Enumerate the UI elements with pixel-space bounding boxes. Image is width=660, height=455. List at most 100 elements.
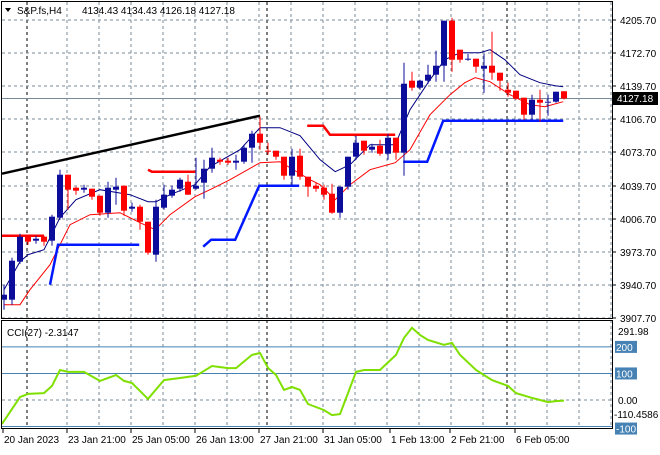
candle-bullish xyxy=(553,91,559,103)
candle-bullish xyxy=(425,64,431,84)
stop-line-blue xyxy=(202,184,300,248)
candle-bearish xyxy=(297,148,303,180)
candle-bearish xyxy=(513,90,519,100)
candle-body xyxy=(505,89,511,93)
candle-bullish xyxy=(209,147,215,173)
candle-body xyxy=(361,140,367,151)
cci-panel-frame xyxy=(1,320,613,429)
symbol-label: S&P.fs,H4 xyxy=(17,6,62,17)
candle-bullish xyxy=(153,199,159,262)
candle-body xyxy=(521,97,527,115)
time-tick-label: 1 Feb 13:00 xyxy=(391,435,445,446)
candle-bullish xyxy=(289,148,295,185)
candle-body xyxy=(441,20,447,66)
candle-body xyxy=(89,188,95,197)
candle-bullish xyxy=(233,154,239,170)
candle-bullish xyxy=(9,257,15,305)
candle-bearish xyxy=(393,137,399,160)
cci-level-badge xyxy=(615,367,637,380)
price-axis[interactable]: 4205.70 4172.70 4139.70 4106.70 4073.70 4039.… xyxy=(612,16,659,436)
candle-body xyxy=(409,80,415,88)
candles xyxy=(1,17,567,310)
candle-bullish xyxy=(169,185,175,198)
candle-body xyxy=(9,260,15,300)
candle-body xyxy=(105,187,111,213)
candle-bearish xyxy=(185,174,191,195)
candle-bullish xyxy=(177,177,183,192)
candle-bearish xyxy=(497,72,503,91)
candle-bearish xyxy=(505,82,511,97)
candle-body xyxy=(49,216,55,241)
price-tick-label: 4205.70 xyxy=(620,16,657,27)
time-tick-label: 20 Jan 2023 xyxy=(4,435,59,446)
candle-body xyxy=(169,189,175,196)
time-tick-label: 31 Jan 05:00 xyxy=(324,435,382,446)
candle-body xyxy=(425,74,431,81)
candle-bullish xyxy=(33,235,39,244)
cci-tick-label: 291.98 xyxy=(618,327,649,338)
candle-bullish xyxy=(345,156,351,190)
candle-bullish xyxy=(193,157,199,190)
candle-bullish xyxy=(353,135,359,160)
time-tick-label: 27 Jan 21:00 xyxy=(260,435,318,446)
candle-bullish xyxy=(201,159,207,199)
time-axis[interactable]: 20 Jan 2023 23 Jan 21:00 25 Jan 05:00 26 Ja… xyxy=(2,429,570,446)
cci-level-badge xyxy=(615,422,637,435)
candle-bearish xyxy=(25,234,31,245)
cci-title: CCI(27) -2.3147 xyxy=(7,328,79,339)
candle-bullish xyxy=(1,284,7,310)
candle-bearish xyxy=(537,89,543,122)
candle-body xyxy=(449,20,455,60)
cci-level-label: 100 xyxy=(616,369,633,380)
candle-body xyxy=(225,160,231,163)
candle-body xyxy=(433,65,439,75)
candle-bullish xyxy=(529,94,535,120)
candle-bullish xyxy=(105,181,111,218)
cci-level-label: -100 xyxy=(616,425,636,436)
time-tick-label: 26 Jan 13:00 xyxy=(196,435,254,446)
candle-body xyxy=(473,58,479,67)
candle-bearish xyxy=(137,204,143,230)
candle-bearish xyxy=(281,156,287,180)
candle-body xyxy=(177,179,183,189)
candle-body xyxy=(65,174,71,190)
stop-line-red xyxy=(307,124,396,136)
candle-bearish xyxy=(225,157,231,165)
trendline xyxy=(1,114,261,175)
candle-body xyxy=(257,133,263,143)
price-tick-label: 4172.70 xyxy=(620,49,657,60)
candle-body xyxy=(417,80,423,88)
candle-body xyxy=(73,187,79,191)
candle-body xyxy=(329,193,335,213)
candle-body xyxy=(513,90,519,99)
dropdown-triangle-icon[interactable] xyxy=(5,8,11,12)
candle-body xyxy=(545,101,551,103)
time-tick-label: 25 Jan 05:00 xyxy=(132,435,190,446)
candle-body xyxy=(145,221,151,253)
candle-body xyxy=(265,150,271,152)
time-tick-label: 6 Feb 05:00 xyxy=(516,435,570,446)
candle-bullish xyxy=(337,186,343,218)
cci-tick-label: 0.00 xyxy=(618,396,638,407)
price-tick-label: 3973.70 xyxy=(620,248,657,259)
candle-body xyxy=(369,146,375,150)
cci-tick-label: -110.4586 xyxy=(614,410,659,421)
current-price-label: 4127.18 xyxy=(617,94,654,105)
moving-average-fast xyxy=(3,49,564,290)
candle-bearish xyxy=(457,49,463,63)
price-tick-label: 4006.70 xyxy=(620,215,657,226)
candle-bullish xyxy=(57,169,63,220)
stop-line-red xyxy=(147,168,196,173)
candle-body xyxy=(185,181,191,195)
candle-bearish xyxy=(257,116,263,150)
candle-bearish xyxy=(561,91,567,100)
candle-body xyxy=(57,174,63,218)
candle-bullish xyxy=(241,144,247,164)
candle-body xyxy=(81,187,87,190)
cci-panel xyxy=(1,326,612,428)
candle-body xyxy=(241,147,247,162)
candle-bullish xyxy=(161,184,167,210)
candle-bearish xyxy=(145,221,151,255)
